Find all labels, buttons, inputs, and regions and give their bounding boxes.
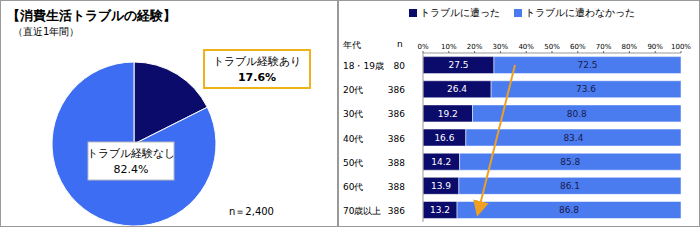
svg-text:10%: 10% — [441, 43, 457, 51]
svg-text:17.6%: 17.6% — [238, 71, 276, 84]
svg-text:73.6: 73.6 — [576, 84, 596, 94]
svg-text:50%: 50% — [544, 43, 560, 51]
svg-text:386: 386 — [388, 206, 405, 216]
html-text:トラブルに遭わなかった: トラブルに遭わなかった — [525, 7, 635, 18]
html-text:（直近1年間）: （直近1年間） — [13, 26, 80, 37]
html-text:年代: 年代 — [343, 40, 361, 50]
svg-text:388: 388 — [388, 158, 405, 168]
svg-text:70歳以上: 70歳以上 — [343, 206, 381, 216]
svg-text:40%: 40% — [518, 43, 534, 51]
svg-text:82.4%: 82.4% — [114, 163, 149, 176]
svg-text:70%: 70% — [596, 43, 612, 51]
svg-text:83.4: 83.4 — [563, 133, 583, 143]
html-text:【消費生活トラブルの経験】: 【消費生活トラブルの経験】 — [7, 8, 176, 23]
svg-text:60代: 60代 — [343, 182, 363, 192]
svg-text:72.5: 72.5 — [577, 60, 597, 70]
svg-text:0%: 0% — [417, 43, 428, 51]
svg-text:16.6: 16.6 — [434, 133, 454, 143]
html-text:n＝2,400: n＝2,400 — [229, 206, 274, 217]
svg-text:19.2: 19.2 — [438, 109, 458, 119]
svg-text:90%: 90% — [647, 43, 663, 51]
svg-text:388: 388 — [388, 182, 405, 192]
svg-text:80: 80 — [394, 61, 406, 71]
svg-text:100%: 100% — [671, 43, 691, 51]
svg-text:86.8: 86.8 — [559, 205, 579, 215]
svg-text:20%: 20% — [467, 43, 483, 51]
svg-text:85.8: 85.8 — [560, 157, 580, 167]
svg-text:13.9: 13.9 — [431, 181, 451, 191]
svg-text:86.1: 86.1 — [560, 181, 580, 191]
svg-text:30%: 30% — [493, 43, 509, 51]
svg-text:18・19歳: 18・19歳 — [343, 61, 384, 71]
svg-text:60%: 60% — [570, 43, 586, 51]
svg-text:386: 386 — [388, 134, 405, 144]
svg-text:トラブル経験なし: トラブル経験なし — [87, 147, 175, 160]
html-text:n: n — [397, 39, 403, 49]
svg-text:27.5: 27.5 — [448, 60, 468, 70]
svg-text:30代: 30代 — [343, 109, 363, 119]
svg-text:20代: 20代 — [343, 85, 363, 95]
svg-text:80.8: 80.8 — [567, 109, 587, 119]
svg-text:80%: 80% — [622, 43, 638, 51]
svg-text:26.4: 26.4 — [447, 84, 467, 94]
svg-text:トラブル経験あり: トラブル経験あり — [213, 55, 301, 68]
svg-text:14.2: 14.2 — [431, 157, 451, 167]
svg-text:386: 386 — [388, 85, 405, 95]
svg-text:40代: 40代 — [343, 134, 363, 144]
svg-text:13.2: 13.2 — [430, 205, 450, 215]
svg-text:50代: 50代 — [343, 158, 363, 168]
svg-text:386: 386 — [388, 109, 405, 119]
html-text:トラブルに遭った: トラブルに遭った — [420, 7, 500, 18]
